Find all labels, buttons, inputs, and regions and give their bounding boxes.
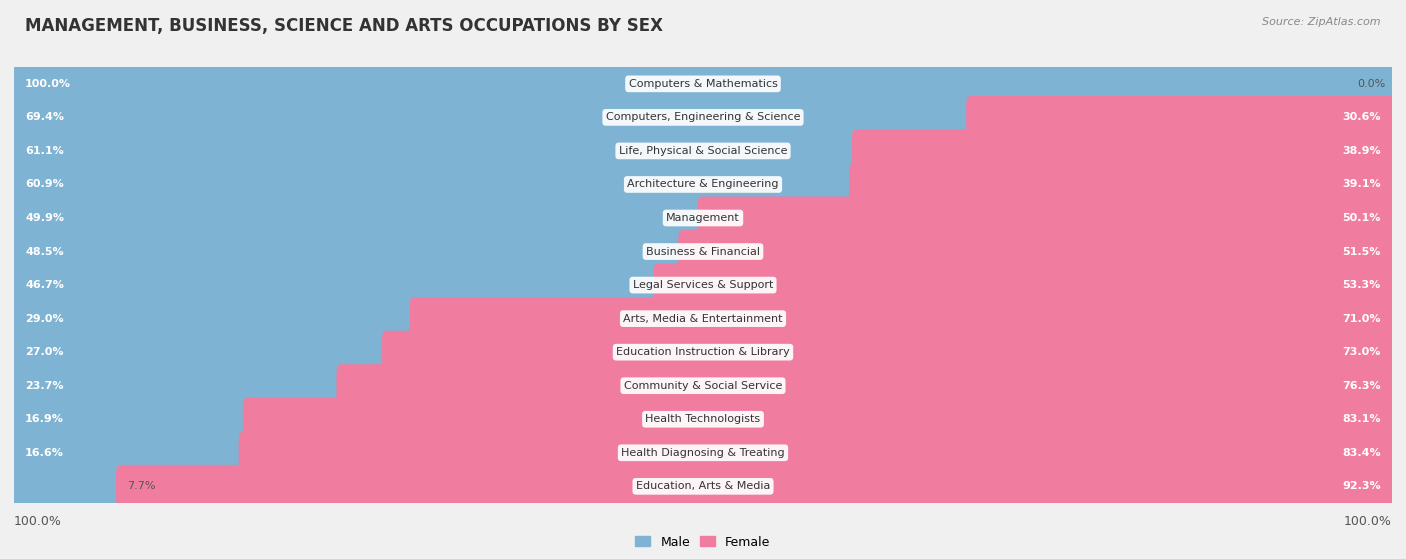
- FancyBboxPatch shape: [10, 465, 124, 508]
- Text: Architecture & Engineering: Architecture & Engineering: [627, 179, 779, 190]
- Text: 0.0%: 0.0%: [1357, 79, 1385, 89]
- Text: Arts, Media & Entertainment: Arts, Media & Entertainment: [623, 314, 783, 324]
- FancyBboxPatch shape: [10, 432, 247, 474]
- Text: 48.5%: 48.5%: [25, 247, 63, 257]
- FancyBboxPatch shape: [14, 203, 1392, 233]
- Text: Computers, Engineering & Science: Computers, Engineering & Science: [606, 112, 800, 122]
- Text: 7.7%: 7.7%: [127, 481, 156, 491]
- FancyBboxPatch shape: [243, 398, 1396, 440]
- Text: 51.5%: 51.5%: [1343, 247, 1381, 257]
- FancyBboxPatch shape: [849, 163, 1396, 206]
- Text: 38.9%: 38.9%: [1343, 146, 1381, 156]
- FancyBboxPatch shape: [966, 96, 1396, 139]
- Text: Health Diagnosing & Treating: Health Diagnosing & Treating: [621, 448, 785, 458]
- FancyBboxPatch shape: [239, 432, 1396, 474]
- FancyBboxPatch shape: [14, 472, 1392, 501]
- Text: 61.1%: 61.1%: [25, 146, 63, 156]
- FancyBboxPatch shape: [409, 297, 1396, 340]
- Text: 100.0%: 100.0%: [25, 79, 72, 89]
- FancyBboxPatch shape: [10, 398, 252, 440]
- Text: Education Instruction & Library: Education Instruction & Library: [616, 347, 790, 357]
- Text: 49.9%: 49.9%: [25, 213, 65, 223]
- Text: 46.7%: 46.7%: [25, 280, 63, 290]
- Text: Business & Financial: Business & Financial: [645, 247, 761, 257]
- Text: 100.0%: 100.0%: [1344, 515, 1392, 528]
- Text: 73.0%: 73.0%: [1343, 347, 1381, 357]
- Text: 23.7%: 23.7%: [25, 381, 63, 391]
- Text: 60.9%: 60.9%: [25, 179, 63, 190]
- FancyBboxPatch shape: [654, 264, 1396, 306]
- FancyBboxPatch shape: [10, 297, 418, 340]
- FancyBboxPatch shape: [14, 237, 1392, 266]
- Text: 71.0%: 71.0%: [1343, 314, 1381, 324]
- FancyBboxPatch shape: [14, 170, 1392, 199]
- FancyBboxPatch shape: [678, 230, 1396, 273]
- Text: Computers & Mathematics: Computers & Mathematics: [628, 79, 778, 89]
- FancyBboxPatch shape: [10, 364, 344, 407]
- Text: 53.3%: 53.3%: [1343, 280, 1381, 290]
- Text: 83.1%: 83.1%: [1343, 414, 1381, 424]
- Text: MANAGEMENT, BUSINESS, SCIENCE AND ARTS OCCUPATIONS BY SEX: MANAGEMENT, BUSINESS, SCIENCE AND ARTS O…: [25, 17, 664, 35]
- FancyBboxPatch shape: [14, 304, 1392, 333]
- Text: 69.4%: 69.4%: [25, 112, 65, 122]
- FancyBboxPatch shape: [336, 364, 1396, 407]
- Text: 27.0%: 27.0%: [25, 347, 63, 357]
- FancyBboxPatch shape: [14, 405, 1392, 434]
- Text: Legal Services & Support: Legal Services & Support: [633, 280, 773, 290]
- FancyBboxPatch shape: [10, 163, 858, 206]
- Text: 92.3%: 92.3%: [1343, 481, 1381, 491]
- FancyBboxPatch shape: [10, 130, 860, 172]
- FancyBboxPatch shape: [10, 197, 706, 239]
- FancyBboxPatch shape: [10, 230, 686, 273]
- FancyBboxPatch shape: [382, 331, 1396, 373]
- Text: 16.9%: 16.9%: [25, 414, 63, 424]
- FancyBboxPatch shape: [14, 438, 1392, 467]
- Text: 100.0%: 100.0%: [14, 515, 62, 528]
- Text: 76.3%: 76.3%: [1343, 381, 1381, 391]
- FancyBboxPatch shape: [14, 271, 1392, 300]
- Text: 30.6%: 30.6%: [1343, 112, 1381, 122]
- FancyBboxPatch shape: [117, 465, 1396, 508]
- Text: Management: Management: [666, 213, 740, 223]
- Text: 16.6%: 16.6%: [25, 448, 63, 458]
- FancyBboxPatch shape: [852, 130, 1396, 172]
- FancyBboxPatch shape: [14, 371, 1392, 400]
- FancyBboxPatch shape: [10, 63, 1396, 105]
- FancyBboxPatch shape: [10, 331, 391, 373]
- Text: Source: ZipAtlas.com: Source: ZipAtlas.com: [1263, 17, 1381, 27]
- FancyBboxPatch shape: [10, 96, 974, 139]
- FancyBboxPatch shape: [10, 264, 662, 306]
- Text: Community & Social Service: Community & Social Service: [624, 381, 782, 391]
- FancyBboxPatch shape: [697, 197, 1396, 239]
- FancyBboxPatch shape: [14, 69, 1392, 98]
- Legend: Male, Female: Male, Female: [630, 530, 776, 553]
- FancyBboxPatch shape: [14, 103, 1392, 132]
- FancyBboxPatch shape: [14, 338, 1392, 367]
- Text: Health Technologists: Health Technologists: [645, 414, 761, 424]
- Text: 39.1%: 39.1%: [1343, 179, 1381, 190]
- Text: 50.1%: 50.1%: [1343, 213, 1381, 223]
- FancyBboxPatch shape: [14, 136, 1392, 165]
- Text: Education, Arts & Media: Education, Arts & Media: [636, 481, 770, 491]
- Text: Life, Physical & Social Science: Life, Physical & Social Science: [619, 146, 787, 156]
- Text: 29.0%: 29.0%: [25, 314, 63, 324]
- Text: 83.4%: 83.4%: [1343, 448, 1381, 458]
